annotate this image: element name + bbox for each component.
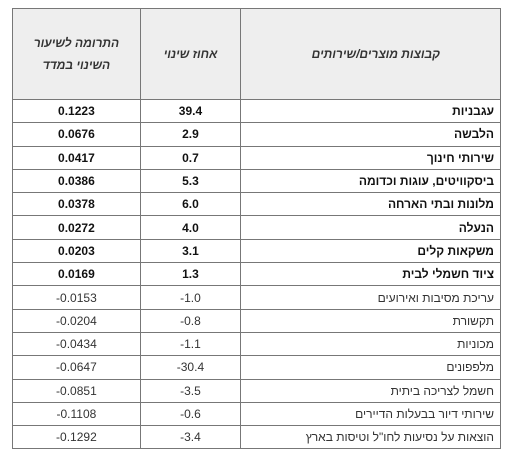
- change-cell: 5.3: [139, 168, 242, 194]
- table-row: תקשורת -0.8 -0.0204: [12, 308, 501, 333]
- contribution-cell: 0.0203: [12, 238, 141, 264]
- group-cell: מכוניות: [240, 331, 501, 357]
- group-cell: שירותי חינוך: [240, 145, 501, 170]
- group-cell: עגבניות: [240, 98, 501, 124]
- table-row: ציוד חשמלי לבית 1.3 0.0169: [12, 262, 501, 287]
- change-cell: -0.6: [139, 401, 242, 427]
- change-cell: 4.0: [139, 215, 242, 240]
- contribution-cell: 0.0676: [12, 122, 141, 147]
- change-cell: -30.4: [139, 355, 242, 380]
- contribution-cell: -0.1108: [12, 401, 141, 427]
- table-row: הלבשה 2.9 0.0676: [12, 122, 501, 147]
- change-cell: -1.0: [139, 285, 242, 310]
- group-cell: ציוד חשמלי לבית: [240, 262, 501, 287]
- contribution-cell: -0.0647: [12, 355, 141, 380]
- table-row: מלונות ובתי הארחה 6.0 0.0378: [12, 192, 501, 217]
- contribution-cell: -0.1292: [12, 425, 141, 450]
- group-cell: מלפפונים: [240, 355, 501, 380]
- table-row: עריכת מסיבות ואירועים -1.0 -0.0153: [12, 285, 501, 310]
- group-cell: חשמל לצריכה ביתית: [240, 378, 501, 403]
- change-cell: 1.3: [139, 262, 242, 287]
- contribution-cell: -0.0153: [12, 285, 141, 310]
- contribution-cell: -0.0434: [12, 331, 141, 357]
- contribution-cell: 0.1223: [12, 98, 141, 124]
- contribution-cell: 0.0378: [12, 192, 141, 217]
- data-table: קבוצות מוצרים/שירותים אחוז שינוי התרומה …: [12, 8, 501, 450]
- group-cell: הוצאות על נסיעות לחו"ל וטיסות בארץ: [240, 425, 501, 450]
- table-row: חשמל לצריכה ביתית -3.5 -0.0851: [12, 378, 501, 403]
- table-row: מכוניות -1.1 -0.0434: [12, 331, 501, 357]
- group-cell: משקאות קלים: [240, 238, 501, 264]
- change-cell: 39.4: [139, 98, 242, 124]
- change-cell: -0.8: [139, 308, 242, 333]
- change-cell: 2.9: [139, 122, 242, 147]
- table-row: מלפפונים -30.4 -0.0647: [12, 355, 501, 380]
- contribution-cell: 0.0386: [12, 168, 141, 194]
- group-cell: הנעלה: [240, 215, 501, 240]
- table-row: ביסקוויטים, עוגות וכדומה 5.3 0.0386: [12, 168, 501, 194]
- change-cell: -1.1: [139, 331, 242, 357]
- change-cell: -3.4: [139, 425, 242, 450]
- table-row: שירותי חינוך 0.7 0.0417: [12, 145, 501, 170]
- header-cell: התרומה לשיעור השינוי במדד: [12, 8, 141, 100]
- table-row: הוצאות על נסיעות לחו"ל וטיסות בארץ -3.4 -0…: [12, 425, 501, 450]
- table-row: הנעלה 4.0 0.0272: [12, 215, 501, 240]
- change-cell: 3.1: [139, 238, 242, 264]
- header-cell: אחוז שינוי: [139, 8, 242, 100]
- contribution-cell: 0.0417: [12, 145, 141, 170]
- change-cell: 6.0: [139, 192, 242, 217]
- group-cell: עריכת מסיבות ואירועים: [240, 285, 501, 310]
- contribution-cell: 0.0272: [12, 215, 141, 240]
- contribution-cell: -0.0851: [12, 378, 141, 403]
- group-cell: תקשורת: [240, 308, 501, 333]
- table-header: קבוצות מוצרים/שירותים אחוז שינוי התרומה …: [12, 8, 501, 100]
- header-cell: קבוצות מוצרים/שירותים: [240, 8, 501, 100]
- table-body: עגבניות 39.4 0.1223 הלבשה 2.9 0.0676 שירותי חי…: [12, 98, 501, 450]
- contribution-cell: 0.0169: [12, 262, 141, 287]
- change-cell: -3.5: [139, 378, 242, 403]
- group-cell: מלונות ובתי הארחה: [240, 192, 501, 217]
- contribution-cell: -0.0204: [12, 308, 141, 333]
- change-cell: 0.7: [139, 145, 242, 170]
- table-row: עגבניות 39.4 0.1223: [12, 98, 501, 124]
- table-row: משקאות קלים 3.1 0.0203: [12, 238, 501, 264]
- group-cell: שירותי דיור בבעלות הדיירים: [240, 401, 501, 427]
- table-row: שירותי דיור בבעלות הדיירים -0.6 -0.1108: [12, 401, 501, 427]
- header-row: קבוצות מוצרים/שירותים אחוז שינוי התרומה …: [12, 8, 501, 100]
- group-cell: ביסקוויטים, עוגות וכדומה: [240, 168, 501, 194]
- group-cell: הלבשה: [240, 122, 501, 147]
